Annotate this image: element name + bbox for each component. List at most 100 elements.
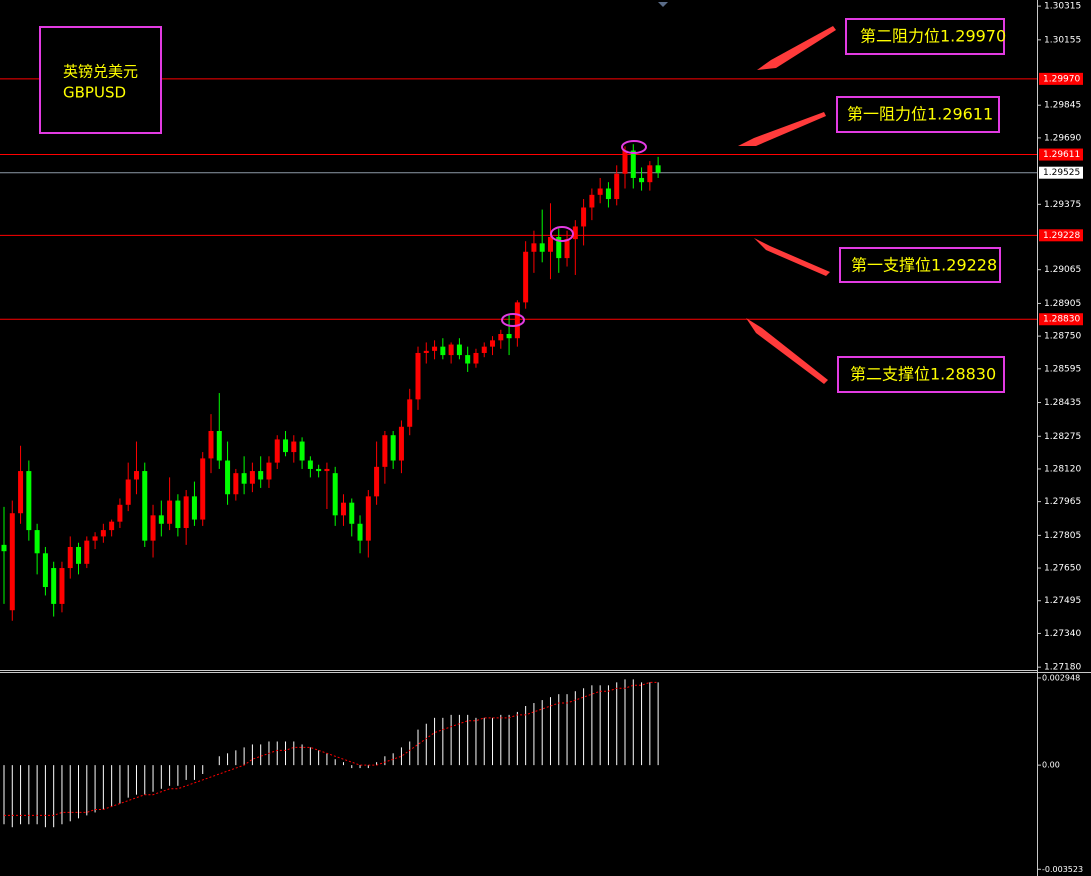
candle-body (432, 346, 438, 351)
annotation: 第二支撑位1.28830 (850, 365, 996, 384)
arrow (738, 112, 826, 146)
y-tick-label: 1.27180 (1044, 663, 1081, 673)
candle-body (249, 471, 255, 484)
candle-body (539, 243, 545, 252)
highlight (501, 313, 525, 327)
candle-body (357, 523, 363, 541)
y-tick-label: 1.27495 (1044, 596, 1081, 606)
level-label: 1.29228 (1043, 231, 1080, 241)
annotation: 第一阻力位1.29611 (847, 105, 993, 124)
candle-body (647, 165, 653, 183)
level-label-bg (1039, 313, 1083, 326)
candle-body (175, 500, 181, 528)
candle-body (59, 568, 65, 604)
annotation-box (837, 356, 1005, 393)
candle-body (481, 346, 487, 353)
candle-body (183, 496, 189, 528)
highlight (550, 226, 574, 242)
candle-body (655, 165, 661, 173)
y-tick-label: 1.27805 (1044, 531, 1081, 541)
candle-body (283, 439, 289, 453)
annotation: 第一支撑位1.29228 (851, 256, 997, 275)
candle-body (258, 471, 264, 480)
candle-body (167, 500, 173, 524)
level-label-bg (1039, 72, 1083, 85)
candle-body (117, 504, 123, 522)
candle-body (407, 399, 413, 427)
candle-body (274, 439, 280, 463)
candle-body (473, 352, 479, 364)
candle-body (18, 471, 24, 514)
title-box (39, 26, 162, 134)
candle-body (506, 334, 512, 339)
candle-body (465, 355, 471, 364)
candle-body (556, 237, 562, 259)
candle-body (51, 568, 57, 604)
candle-body (514, 302, 520, 339)
level-label-bg (1039, 229, 1083, 242)
candle-body (150, 515, 156, 541)
candle-body (316, 468, 322, 472)
candle-body (531, 243, 537, 252)
candle-body (547, 237, 553, 252)
candle-body (440, 346, 446, 356)
candle-body (448, 344, 454, 356)
y-tick-label: 1.30155 (1044, 35, 1081, 45)
y-tick-label: 1.29375 (1044, 200, 1081, 210)
candle-body (572, 226, 578, 240)
y-tick-label: 1.28750 (1044, 332, 1081, 342)
y-tick-label: 1.30315 (1044, 2, 1081, 12)
arrow (757, 26, 836, 70)
annotation-box (839, 247, 1001, 283)
chart-subtitle: GBPUSD (63, 84, 126, 102)
y-tick-label: 1.27650 (1044, 564, 1081, 574)
candle-body (398, 426, 404, 461)
arrow (746, 318, 828, 384)
candle-body (142, 471, 148, 541)
level-label: 1.29611 (1043, 150, 1080, 160)
annotation: 第二阻力位1.29970 (860, 27, 1006, 46)
level-label: 1.29970 (1043, 74, 1080, 84)
arrow (754, 238, 830, 276)
candle-body (266, 462, 272, 480)
y-tick-label: 1.29845 (1044, 101, 1081, 111)
candle-body (100, 530, 106, 537)
level-label: 1.28830 (1043, 315, 1080, 325)
candle-body (374, 466, 380, 497)
candle-body (291, 441, 297, 453)
candle-body (84, 540, 90, 564)
candle-body (133, 471, 139, 480)
y-tick-label: 1.29690 (1044, 133, 1081, 143)
candle-body (349, 502, 355, 524)
candle-body (589, 194, 595, 208)
candle-body (597, 188, 603, 195)
candle-body (9, 513, 15, 611)
candle-body (158, 515, 164, 524)
candle-body (299, 441, 305, 461)
candle-body (365, 496, 371, 541)
candle-body (1, 544, 7, 552)
y-tick-label: -0.003523 (1042, 865, 1083, 874)
candle-body (241, 473, 247, 484)
candle-body (639, 177, 645, 183)
candle-body (109, 521, 115, 531)
candle-body (233, 473, 239, 495)
scroll-marker (658, 2, 668, 7)
candle-body (307, 460, 313, 469)
current-price-bg (1039, 166, 1083, 179)
highlight (621, 140, 647, 154)
y-tick-label: 1.28595 (1044, 364, 1081, 374)
signal-line (4, 681, 659, 816)
candle-body (225, 460, 231, 495)
candle-body (630, 150, 636, 178)
candle-body (191, 496, 197, 520)
candle-body (622, 150, 628, 174)
candle-body (564, 239, 570, 259)
candle-body (490, 340, 496, 347)
candle-body (324, 468, 330, 472)
candle-body (92, 536, 98, 541)
candle-body (200, 458, 206, 520)
